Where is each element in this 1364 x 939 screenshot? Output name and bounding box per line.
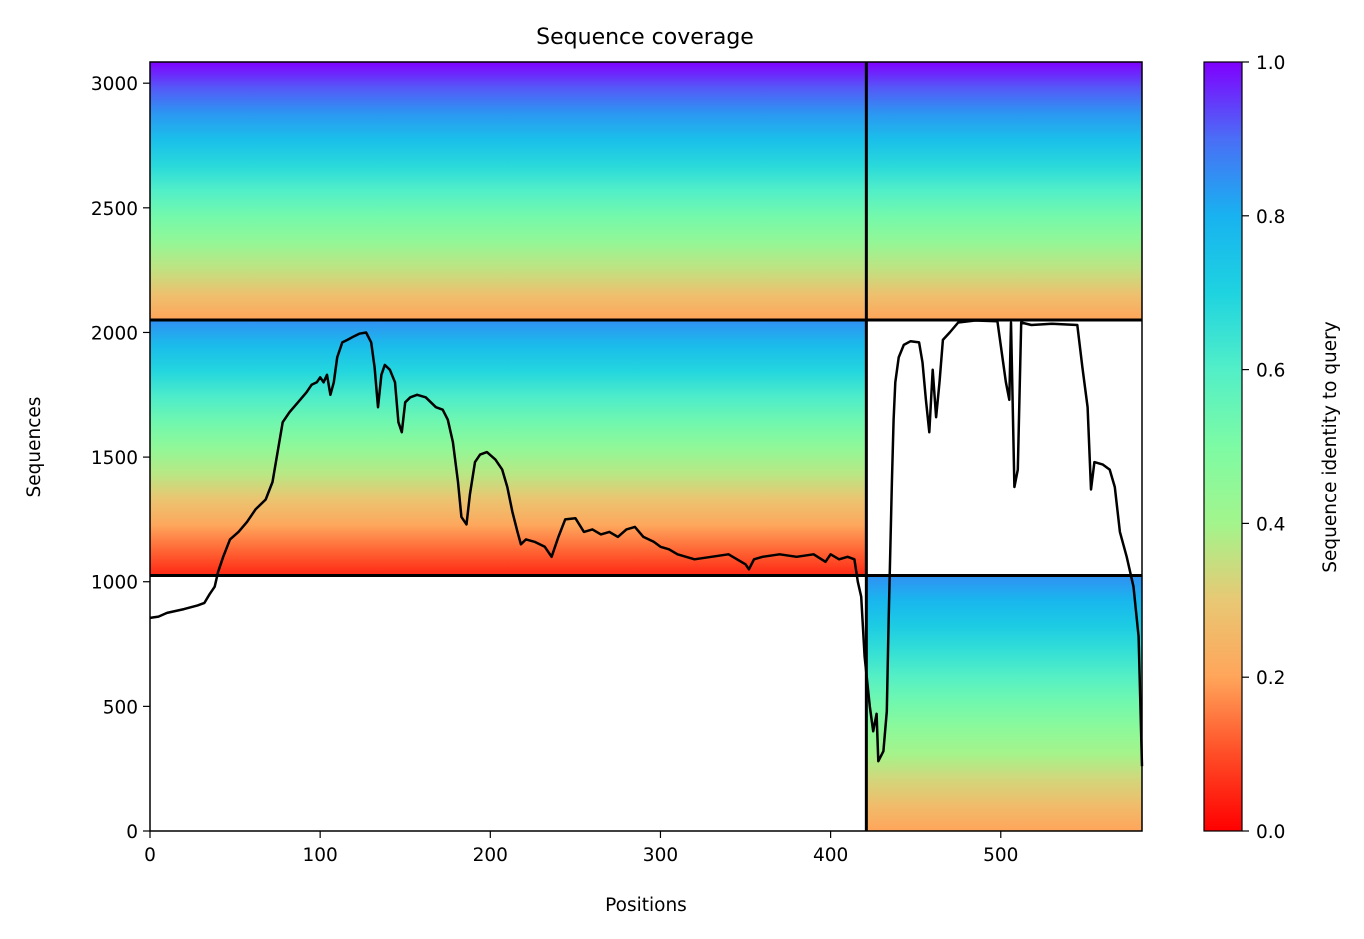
y-axis-ticks: 0 500 1000 1500 2000 2500 3000 [91,74,150,843]
colorbar-tick-label: 1.0 [1256,53,1285,74]
colorbar-tick-label: 0.0 [1256,822,1285,843]
plot-frame [149,61,1143,832]
coverage-block [866,62,1142,320]
colorbar-tick-label: 0.4 [1256,514,1285,535]
colorbar-tick-label: 0.2 [1256,668,1285,689]
colorbar [1203,61,1243,832]
y-axis-label: Sequences [24,397,45,498]
y-tick-label: 500 [103,697,138,718]
x-axis-label: Positions [605,895,687,916]
x-tick-label: 100 [302,845,337,866]
y-tick-label: 2500 [91,199,138,220]
colorbar-tick-label: 0.8 [1256,207,1285,228]
coverage-blocks [150,62,1142,831]
x-axis-ticks: 0 100 200 300 400 500 [144,831,1018,866]
coverage-line [149,319,1144,767]
coverage-block [866,575,1142,831]
y-tick-label: 3000 [91,74,138,95]
y-tick-label: 1500 [91,448,138,469]
y-tick-label: 0 [126,822,138,843]
x-tick-label: 200 [473,845,508,866]
coverage-block [150,62,867,320]
x-tick-label: 500 [983,845,1018,866]
x-tick-label: 400 [813,845,848,866]
x-tick-label: 300 [643,845,678,866]
chart-title: Sequence coverage [536,25,754,50]
y-tick-label: 2000 [91,323,138,344]
colorbar-label: Sequence identity to query [1320,321,1341,573]
colorbar-ticks: 0.0 0.2 0.4 0.6 0.8 1.0 [1242,53,1285,843]
x-tick-label: 0 [144,845,156,866]
coverage-block [150,319,867,576]
coverage-line-layer [149,319,1144,767]
y-tick-label: 1000 [91,573,138,594]
colorbar-tick-label: 0.6 [1256,361,1285,382]
